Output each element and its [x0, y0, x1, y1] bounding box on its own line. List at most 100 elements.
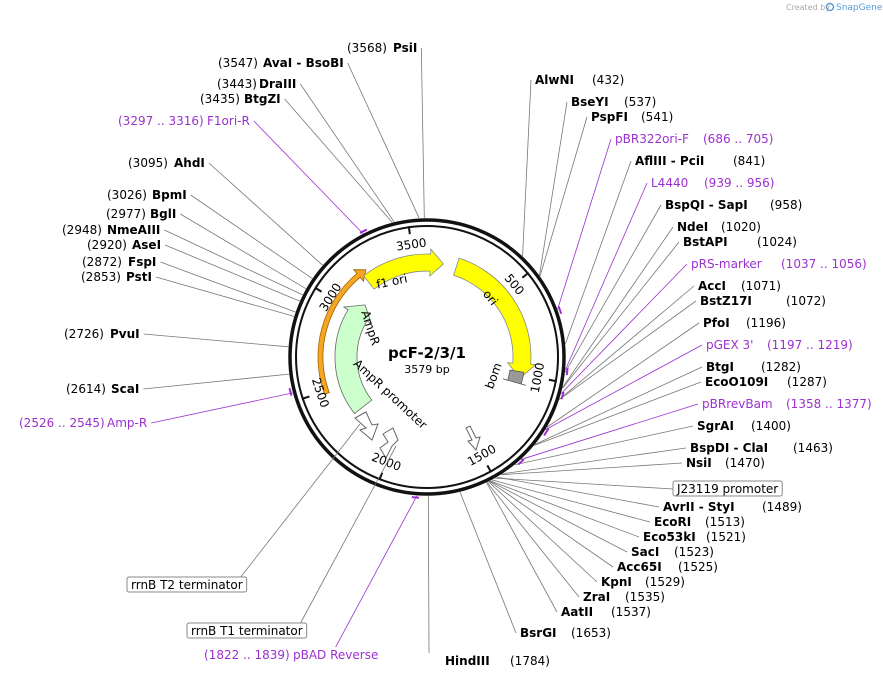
enzyme-leader: [486, 482, 558, 613]
enzyme-location: (3026): [107, 188, 147, 202]
enzyme-leader: [502, 447, 687, 475]
enzyme-location: (1071): [741, 279, 781, 293]
enzyme-name: SgrAI: [697, 419, 734, 433]
primer-leader: [560, 263, 688, 394]
enzyme-location: (3443): [217, 77, 257, 91]
enzyme-leader: [488, 481, 598, 583]
primer-name: pBRrevBam: [702, 397, 773, 411]
enzyme-name: PsiI: [393, 41, 417, 55]
enzyme-name: Acc65I: [617, 560, 662, 574]
primer-location: (1822 .. 1839): [204, 648, 290, 662]
callout-box: [126, 576, 248, 593]
enzyme-location: (1470): [725, 456, 765, 470]
enzyme-name: AatII: [561, 605, 593, 619]
enzyme-name: NmeAIII: [107, 223, 160, 237]
enzyme-leader: [190, 194, 313, 279]
enzyme-location: (432): [592, 73, 624, 87]
enzyme-location: (1535): [625, 590, 665, 604]
primer-site: [517, 458, 525, 466]
ring-tick: [378, 472, 384, 481]
enzyme-location: (2872): [82, 255, 122, 269]
ring-tick: [301, 395, 310, 400]
enzyme-name: EcoRI: [654, 515, 691, 529]
primer-site: [411, 496, 420, 499]
enzyme-leader: [559, 285, 695, 400]
enzyme-location: (2726): [64, 327, 104, 341]
ring-tick-label: 3500: [395, 236, 427, 254]
enzyme-location: (1784): [510, 654, 550, 668]
enzyme-leader: [420, 47, 425, 219]
enzyme-location: (841): [733, 154, 765, 168]
enzyme-name: PstI: [126, 270, 152, 284]
callout-leader: [239, 423, 361, 579]
enzyme-name: BtgI: [706, 360, 734, 374]
credit: Created by: [786, 3, 830, 12]
enzyme-leader: [491, 479, 651, 523]
enzyme-leader: [559, 300, 697, 400]
enzyme-leader: [522, 79, 532, 257]
enzyme-location: (1287): [787, 375, 827, 389]
primer-location: (1197 .. 1219): [767, 338, 853, 352]
enzyme-location: (1529): [645, 575, 685, 589]
enzyme-name: NdeI: [677, 220, 708, 234]
enzyme-location: (1400): [751, 419, 791, 433]
enzyme-name: AvaI - BsoBI: [263, 56, 344, 70]
enzyme-leader: [534, 366, 703, 445]
enzyme-location: (1020): [721, 220, 761, 234]
enzyme-location: (3568): [347, 41, 387, 55]
enzyme-name: PvuI: [110, 327, 140, 341]
enzyme-name: KpnI: [601, 575, 632, 589]
primer-site: [543, 427, 550, 437]
enzyme-leader: [459, 491, 517, 634]
primer-site: [359, 228, 368, 234]
enzyme-leader: [539, 101, 568, 276]
feature-arrow: [363, 248, 444, 290]
callout-leader: [299, 445, 397, 625]
callout-label: J23119 promoter: [676, 482, 778, 496]
feature-label: bom: [482, 361, 504, 391]
backbone-inner: [295, 225, 559, 489]
enzyme-location: (2977): [106, 207, 146, 221]
enzyme-name: BseYI: [571, 95, 609, 109]
enzyme-leader: [284, 98, 393, 223]
primer-location: (1037 .. 1056): [781, 257, 867, 271]
ring-tick-label: 2500: [309, 376, 332, 409]
enzyme-name: ScaI: [111, 382, 139, 396]
enzyme-leader: [160, 261, 296, 313]
enzyme-name: FspI: [128, 255, 156, 269]
enzyme-name: BspDI - ClaI: [690, 441, 768, 455]
backbone-outer: [288, 218, 566, 496]
feature-block: [502, 369, 527, 386]
callout-label: rrnB T1 terminator: [191, 624, 303, 638]
ring-tick-label: 1500: [465, 442, 498, 469]
enzyme-name: DraIII: [259, 77, 296, 91]
primer-leader: [565, 182, 648, 371]
callout-box: [672, 480, 783, 497]
enzyme-location: (3095): [128, 156, 168, 170]
primer-site: [565, 367, 569, 376]
enzyme-name: ZraI: [583, 590, 610, 604]
enzyme-name: NsiI: [686, 456, 712, 470]
enzyme-name: BstZ17I: [700, 294, 752, 308]
enzyme-leader: [164, 229, 303, 296]
callout-label: rrnB T2 terminator: [131, 578, 243, 592]
ring-tick: [407, 226, 411, 235]
enzyme-leader: [562, 226, 674, 388]
enzyme-location: (1653): [571, 626, 611, 640]
enzyme-name: AseI: [132, 238, 161, 252]
enzyme-name: PfoI: [703, 316, 730, 330]
primer-leader: [545, 344, 703, 430]
ring-tick: [314, 286, 323, 293]
ring-tick: [521, 271, 530, 279]
enzyme-location: (1523): [674, 545, 714, 559]
primer-location: (939 .. 956): [704, 176, 774, 190]
enzyme-name: BpmI: [152, 188, 187, 202]
primer-name: Amp-R: [107, 416, 147, 430]
enzyme-name: AhdI: [174, 156, 205, 170]
enzyme-name: EcoO109I: [705, 375, 768, 389]
feature-arrow: [453, 257, 537, 379]
enzyme-location: (2853): [81, 270, 121, 284]
primer-location: (1358 .. 1377): [786, 397, 872, 411]
